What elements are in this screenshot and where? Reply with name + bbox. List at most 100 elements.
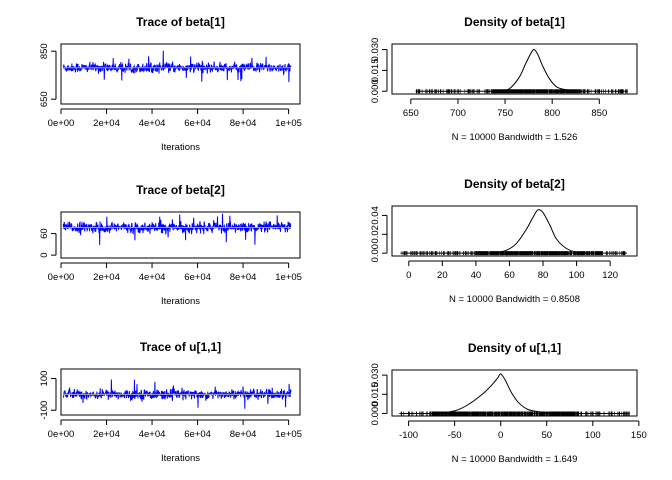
x-tick-label: 8e+04: [230, 118, 257, 129]
plot-frame: [391, 43, 638, 95]
y-tick-label: 0: [39, 252, 50, 257]
x-tick-label: 4e+04: [139, 429, 166, 440]
x-tick-label: 800: [544, 108, 560, 119]
x-axis: 650 700 750 800 850 N = 10000 Bandwidth = 1.5…: [403, 98, 607, 143]
x-tick-label: 650: [403, 108, 419, 119]
x-tick-label: 100: [585, 430, 601, 441]
x-axis-label: Iterations: [161, 453, 200, 464]
panel-title: Trace of u[1,1]: [140, 340, 221, 354]
y-tick-label: 60: [39, 228, 50, 239]
x-tick-label: 6e+04: [184, 272, 211, 283]
panel-5: Trace of u[1,1] 0e+00 2e+04 4e+04 6e+04 8e+04…: [39, 340, 302, 464]
x-axis-label: Iterations: [161, 142, 200, 153]
x-tick-label: 750: [497, 108, 513, 119]
panel-1: Trace of beta[1] 0e+00 2e+04 4e+04 6e+04 8e+0…: [39, 15, 302, 153]
x-tick-label: -50: [448, 430, 462, 441]
x-axis-label: N = 10000 Bandwidth = 0.8508: [449, 294, 580, 305]
panel-title: Density of beta[1]: [464, 15, 565, 29]
panel-2: Density of beta[1] 650 700 750 800 850 N = 100…: [370, 15, 638, 143]
y-tick-label: -100: [39, 401, 50, 420]
x-axis-label: N = 10000 Bandwidth = 1.526: [452, 132, 578, 143]
x-axis: 0e+00 2e+04 4e+04 6e+04 8e+04 1e+05 Iterations: [48, 262, 302, 307]
plot-area: [62, 50, 292, 83]
plot-area: [415, 48, 628, 94]
x-tick-label: 50: [541, 430, 552, 441]
x-tick-label: 850: [591, 108, 607, 119]
rug-marks: [401, 251, 626, 256]
y-axis: 650 850: [39, 43, 57, 107]
trace-line: [62, 50, 292, 83]
y-tick-label: 0.030: [370, 363, 381, 387]
y-axis: 0 60: [39, 228, 57, 258]
y-tick-label: 0.00: [370, 244, 381, 262]
x-tick-label: 4e+04: [139, 118, 166, 129]
x-axis: 0 20 40 60 80 100 120 N = 10000 Bandwidth = 0.8…: [406, 260, 618, 305]
panel-title: Trace of beta[2]: [136, 183, 225, 197]
density-curve: [492, 209, 591, 254]
plot-frame: [391, 369, 638, 417]
x-tick-label: 8e+04: [230, 429, 257, 440]
plot-area: [62, 379, 292, 409]
panel-title: Trace of beta[1]: [136, 15, 225, 29]
plot-frame: [391, 205, 638, 257]
x-axis-label: N = 10000 Bandwidth = 1.649: [452, 454, 578, 465]
x-tick-label: 6e+04: [184, 429, 211, 440]
x-tick-label: 80: [538, 270, 549, 281]
x-axis: 0e+00 2e+04 4e+04 6e+04 8e+04 1e+05 Iterations: [48, 419, 302, 464]
y-tick-label: 0.015: [370, 382, 381, 406]
x-tick-label: 120: [602, 270, 618, 281]
y-tick-label: 0.000: [370, 79, 381, 103]
plot-area: [62, 213, 292, 246]
y-axis: -100 100: [39, 371, 57, 420]
x-tick-label: 0: [498, 430, 503, 441]
trace-line: [62, 379, 292, 409]
panel-4: Density of beta[2] 0 20 40 60 80 100 120 N = 100…: [370, 177, 638, 305]
rug-marks: [400, 411, 630, 416]
y-tick-label: 100: [39, 371, 50, 387]
panel-3: Trace of beta[2] 0e+00 2e+04 4e+04 6e+04 8e+0…: [39, 183, 302, 307]
x-tick-label: 0e+00: [48, 118, 75, 129]
density-curve: [436, 373, 556, 414]
x-tick-label: 8e+04: [230, 272, 257, 283]
rug-marks: [416, 89, 628, 94]
x-axis: 0e+00 2e+04 4e+04 6e+04 8e+04 1e+05 Iterations: [48, 108, 302, 153]
plot-area: [399, 373, 630, 416]
y-tick-label: 650: [39, 91, 50, 107]
y-tick-label: 0.02: [370, 225, 381, 244]
x-tick-label: 100: [569, 270, 585, 281]
density-curve: [500, 48, 576, 92]
panel-title: Density of beta[2]: [464, 177, 565, 191]
x-tick-label: 4e+04: [139, 272, 166, 283]
plot-frame: [60, 368, 301, 416]
plot-area: [400, 209, 627, 256]
x-tick-label: 0e+00: [48, 429, 75, 440]
y-tick-label: 0.030: [370, 38, 381, 62]
x-tick-label: 1e+05: [275, 272, 302, 283]
x-tick-label: 1e+05: [275, 118, 302, 129]
trace-line: [62, 213, 292, 246]
x-tick-label: 1e+05: [275, 429, 302, 440]
y-tick-label: 0.015: [370, 58, 381, 82]
x-tick-label: 2e+04: [93, 118, 120, 129]
x-tick-label: 60: [504, 270, 515, 281]
x-tick-label: 700: [450, 108, 466, 119]
plot-frame: [60, 43, 301, 105]
x-tick-label: 2e+04: [93, 272, 120, 283]
x-tick-label: 40: [471, 270, 482, 281]
x-tick-label: 2e+04: [93, 429, 120, 440]
x-tick-label: 0: [406, 270, 411, 281]
y-tick-label: 0.04: [370, 206, 381, 225]
x-axis-label: Iterations: [161, 296, 200, 307]
y-axis: 0.000.020.04: [370, 206, 388, 262]
x-tick-label: 6e+04: [184, 118, 211, 129]
x-axis: -100 -50 0 50 100 150 N = 10000 Bandwidth = 1.…: [399, 420, 647, 465]
y-tick-label: 0.000: [370, 402, 381, 426]
x-tick-label: 150: [631, 430, 647, 441]
panel-title: Density of u[1,1]: [468, 341, 561, 355]
x-tick-label: 20: [437, 270, 448, 281]
x-tick-label: 0e+00: [48, 272, 75, 283]
x-tick-label: -100: [399, 430, 418, 441]
y-tick-label: 850: [39, 43, 50, 59]
